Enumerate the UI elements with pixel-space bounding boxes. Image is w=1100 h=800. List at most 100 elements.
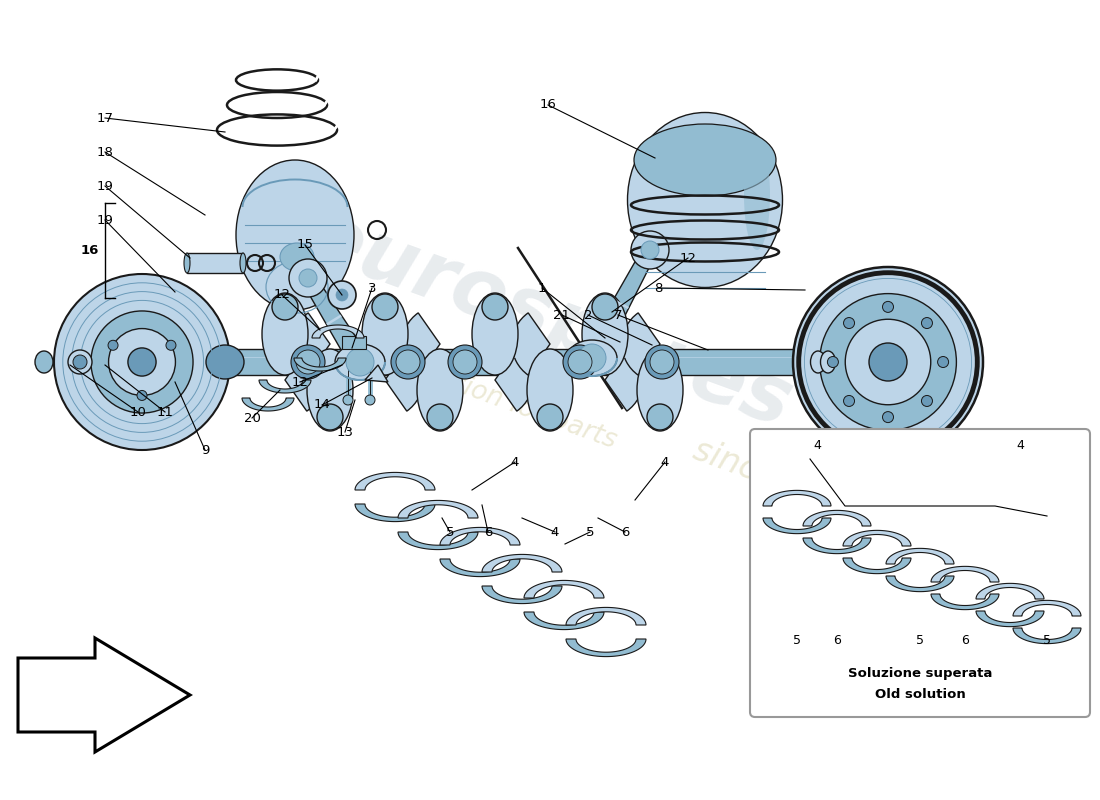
Wedge shape [402, 313, 440, 375]
Text: 15: 15 [297, 238, 313, 251]
Text: 12: 12 [274, 289, 290, 302]
Ellipse shape [563, 345, 597, 379]
Polygon shape [524, 581, 604, 598]
Circle shape [109, 329, 175, 395]
Text: 18: 18 [97, 146, 113, 158]
Text: 1: 1 [538, 282, 547, 294]
Polygon shape [524, 612, 604, 630]
Circle shape [91, 311, 192, 413]
Polygon shape [301, 274, 368, 367]
Circle shape [138, 390, 147, 401]
Circle shape [650, 350, 674, 374]
Text: 4: 4 [661, 455, 669, 469]
Text: Old solution: Old solution [874, 687, 966, 701]
Circle shape [336, 289, 348, 301]
Polygon shape [355, 473, 434, 490]
Ellipse shape [637, 349, 683, 431]
Wedge shape [512, 313, 550, 375]
Ellipse shape [240, 253, 246, 273]
Polygon shape [398, 501, 478, 518]
Text: 6: 6 [961, 634, 969, 647]
Circle shape [166, 340, 176, 350]
Ellipse shape [236, 160, 354, 310]
Text: 12: 12 [292, 375, 308, 389]
Ellipse shape [627, 113, 782, 287]
Ellipse shape [343, 395, 353, 405]
Ellipse shape [645, 345, 679, 379]
Circle shape [289, 259, 327, 297]
Text: 6: 6 [620, 526, 629, 538]
Circle shape [568, 350, 592, 374]
Ellipse shape [811, 351, 825, 373]
Circle shape [869, 343, 907, 381]
Circle shape [272, 294, 298, 320]
Polygon shape [398, 532, 478, 550]
Bar [187, 253, 243, 273]
Polygon shape [482, 554, 562, 572]
Circle shape [922, 395, 933, 406]
Wedge shape [605, 349, 643, 411]
Text: 6: 6 [484, 526, 492, 538]
Circle shape [427, 404, 453, 430]
Ellipse shape [566, 340, 617, 376]
Polygon shape [803, 538, 871, 554]
Polygon shape [242, 398, 294, 411]
Polygon shape [566, 639, 646, 657]
Circle shape [537, 404, 563, 430]
Text: 9: 9 [201, 443, 209, 457]
Circle shape [482, 294, 508, 320]
Polygon shape [976, 611, 1044, 626]
Circle shape [453, 350, 477, 374]
Text: 20: 20 [243, 411, 261, 425]
Circle shape [793, 267, 983, 457]
Circle shape [882, 302, 893, 312]
Circle shape [296, 350, 320, 374]
Text: 13: 13 [337, 426, 353, 438]
Polygon shape [843, 558, 911, 574]
Text: 8: 8 [653, 282, 662, 294]
Wedge shape [292, 313, 330, 375]
Polygon shape [931, 566, 999, 582]
Ellipse shape [390, 345, 425, 379]
Polygon shape [312, 325, 364, 338]
Polygon shape [931, 594, 999, 610]
Circle shape [641, 241, 659, 259]
Ellipse shape [35, 351, 53, 373]
Text: 5: 5 [1043, 634, 1050, 647]
Circle shape [820, 294, 956, 430]
Polygon shape [886, 576, 954, 592]
Ellipse shape [206, 345, 244, 379]
Ellipse shape [184, 253, 190, 273]
Text: 19: 19 [97, 214, 113, 226]
Circle shape [844, 395, 855, 406]
Ellipse shape [527, 349, 573, 431]
Circle shape [647, 404, 673, 430]
Text: 12: 12 [680, 251, 696, 265]
Circle shape [578, 344, 606, 372]
Text: 16: 16 [540, 98, 557, 111]
Circle shape [844, 318, 855, 329]
Wedge shape [621, 313, 660, 375]
Text: 3: 3 [367, 282, 376, 294]
Text: 14: 14 [314, 398, 330, 411]
Bar [226, 349, 830, 375]
Polygon shape [843, 530, 911, 546]
Text: a passion for parts: a passion for parts [379, 346, 620, 454]
Wedge shape [495, 349, 534, 411]
Polygon shape [976, 583, 1044, 599]
FancyBboxPatch shape [750, 429, 1090, 717]
Circle shape [937, 357, 948, 367]
Ellipse shape [472, 293, 518, 375]
Circle shape [882, 411, 893, 422]
Circle shape [328, 281, 356, 309]
Polygon shape [1013, 628, 1081, 644]
Ellipse shape [365, 395, 375, 405]
Text: 2: 2 [584, 309, 592, 322]
Circle shape [827, 357, 838, 367]
Text: 21: 21 [553, 309, 571, 322]
Polygon shape [566, 607, 646, 625]
Wedge shape [385, 349, 424, 411]
Circle shape [631, 231, 669, 269]
Text: 6: 6 [833, 634, 840, 647]
Wedge shape [285, 349, 323, 411]
